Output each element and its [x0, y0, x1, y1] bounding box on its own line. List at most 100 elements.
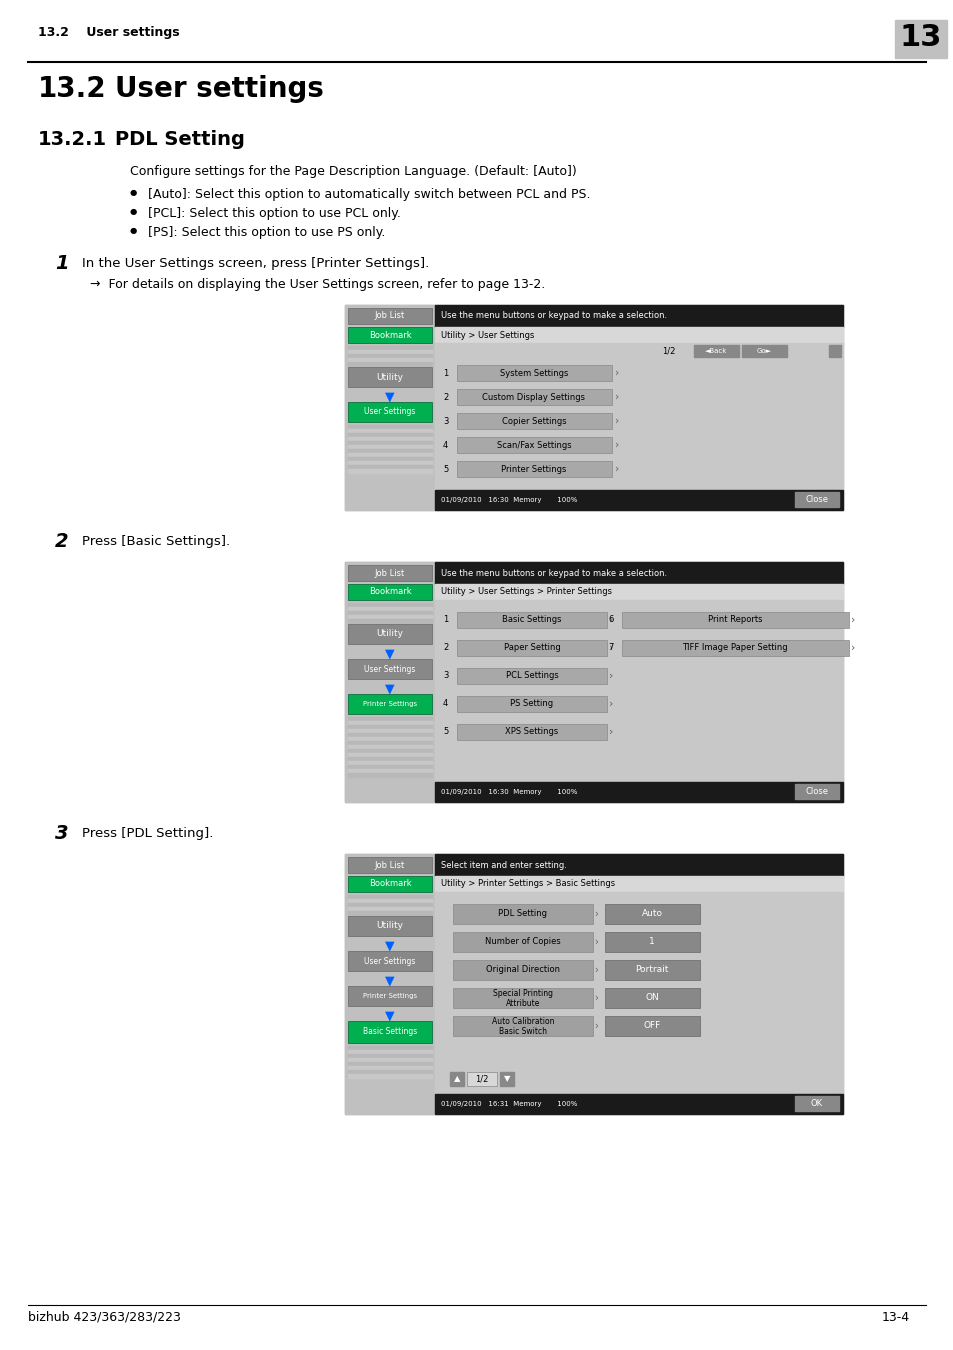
Text: 3: 3 [55, 824, 69, 842]
Bar [348, 441, 432, 446]
Bar [348, 876, 432, 892]
Text: Utility: Utility [376, 922, 403, 930]
Text: ▲: ▲ [454, 1075, 459, 1084]
Bar [453, 1017, 593, 1035]
Text: 7: 7 [607, 644, 613, 652]
Bar [456, 364, 612, 381]
Text: System Settings: System Settings [499, 369, 568, 378]
Bar [604, 988, 700, 1008]
Bar [794, 784, 838, 799]
Text: 3: 3 [442, 671, 448, 680]
Text: [PCL]: Select this option to use PCL only.: [PCL]: Select this option to use PCL onl… [148, 207, 400, 220]
Text: ›: › [615, 440, 618, 450]
Text: ›: › [594, 937, 598, 946]
Text: ●: ● [130, 225, 137, 235]
Text: ›: › [594, 909, 598, 919]
Bar [604, 1017, 700, 1035]
Text: Configure settings for the Page Description Language. (Default: [Auto]): Configure settings for the Page Descript… [130, 165, 577, 178]
Text: ▼: ▼ [385, 973, 395, 987]
Bar [348, 741, 432, 745]
Bar [348, 433, 432, 437]
Text: Press [PDL Setting].: Press [PDL Setting]. [82, 828, 213, 840]
Text: [Auto]: Select this option to automatically switch between PCL and PS.: [Auto]: Select this option to automatica… [148, 188, 590, 201]
Text: ›: › [850, 643, 855, 653]
Bar [345, 562, 842, 802]
Text: XPS Settings: XPS Settings [505, 728, 558, 737]
Text: 01/09/2010   16:30  Memory       100%: 01/09/2010 16:30 Memory 100% [440, 788, 577, 795]
Text: 5: 5 [442, 728, 448, 737]
Text: OFF: OFF [642, 1022, 659, 1030]
Text: OK: OK [810, 1099, 822, 1108]
Bar [348, 907, 432, 911]
Bar [456, 640, 606, 656]
Text: ▼: ▼ [385, 940, 395, 952]
Bar [348, 460, 432, 464]
Bar [348, 917, 432, 936]
Text: Number of Copies: Number of Copies [485, 937, 560, 946]
Text: Basic Settings: Basic Settings [362, 1027, 416, 1037]
Bar [348, 458, 432, 460]
Text: Utility: Utility [376, 373, 403, 382]
Bar [348, 402, 432, 423]
Bar [348, 1058, 432, 1062]
Text: Bookmark: Bookmark [368, 587, 411, 597]
Text: Special Printing: Special Printing [493, 990, 553, 999]
Text: 1: 1 [442, 616, 448, 625]
Text: Bookmark: Bookmark [368, 331, 411, 339]
Bar [348, 1054, 432, 1058]
Text: Printer Settings: Printer Settings [362, 994, 416, 999]
Bar [345, 305, 435, 510]
Text: Basic Switch: Basic Switch [498, 1026, 546, 1035]
Text: 13-4: 13-4 [881, 1311, 909, 1324]
Bar [435, 343, 842, 359]
Text: Custom Display Settings: Custom Display Settings [482, 393, 585, 401]
Bar [604, 931, 700, 952]
Bar [621, 640, 848, 656]
Bar [456, 668, 606, 684]
Bar [456, 460, 612, 477]
Text: ›: › [615, 464, 618, 474]
Bar [894, 20, 946, 58]
Bar [348, 753, 432, 757]
Bar [453, 988, 593, 1008]
Text: User settings: User settings [115, 76, 323, 103]
Bar [348, 1062, 432, 1066]
Text: Go►: Go► [756, 348, 771, 354]
Bar [348, 1066, 432, 1071]
Text: User Settings: User Settings [364, 957, 416, 965]
Bar [453, 931, 593, 952]
Text: ◄Back: ◄Back [704, 348, 726, 354]
Text: ›: › [608, 728, 613, 737]
Text: TIFF Image Paper Setting: TIFF Image Paper Setting [681, 644, 787, 652]
Bar [435, 782, 842, 802]
Text: ›: › [850, 616, 855, 625]
Text: Attribute: Attribute [505, 999, 539, 1007]
Bar [348, 733, 432, 737]
Bar [348, 464, 432, 468]
Bar [348, 1021, 432, 1044]
Text: 1: 1 [55, 254, 69, 273]
Bar [435, 327, 842, 343]
Text: 2: 2 [442, 644, 448, 652]
Text: Scan/Fax Settings: Scan/Fax Settings [497, 440, 571, 450]
Bar [348, 765, 432, 769]
Text: ›: › [594, 994, 598, 1003]
Text: Close: Close [804, 787, 827, 796]
Bar [345, 855, 435, 1114]
Text: Paper Setting: Paper Setting [503, 644, 559, 652]
Text: ›: › [608, 643, 613, 653]
Bar [794, 491, 838, 508]
Bar [345, 855, 842, 1114]
Bar [348, 721, 432, 725]
Text: Auto: Auto [640, 910, 661, 918]
Bar [348, 425, 432, 429]
Bar [348, 857, 432, 873]
Bar [348, 624, 432, 644]
Bar [348, 717, 432, 721]
Text: Portrait: Portrait [635, 965, 668, 975]
Bar [348, 950, 432, 971]
Bar [456, 389, 612, 405]
Bar [348, 603, 432, 608]
Text: User Settings: User Settings [364, 664, 416, 674]
Bar [348, 350, 432, 354]
